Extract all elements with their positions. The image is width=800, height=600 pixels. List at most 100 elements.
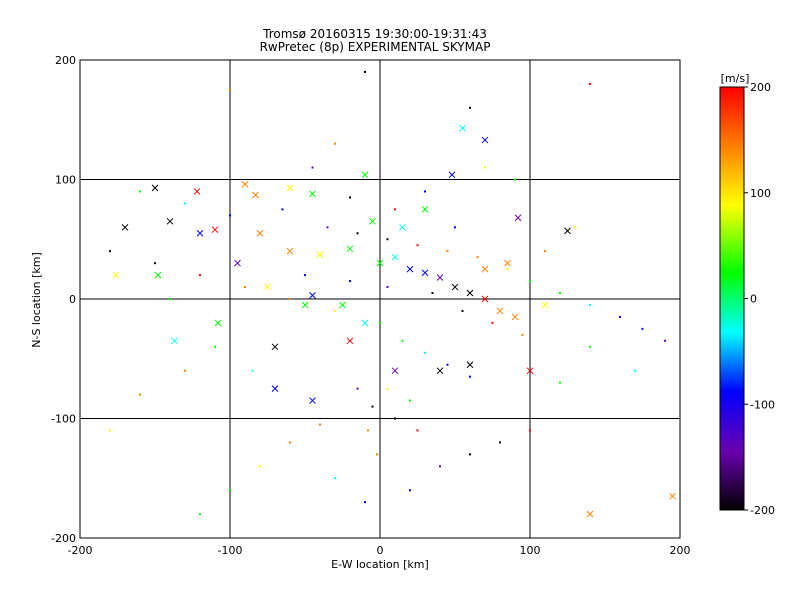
cross-marker [171, 337, 178, 345]
dot-marker [386, 286, 389, 289]
cross-marker [264, 283, 271, 291]
dot-marker [484, 166, 486, 169]
cross-marker [541, 301, 549, 309]
dot-marker [169, 298, 171, 300]
cross-marker [339, 301, 346, 309]
dot-marker [334, 309, 336, 312]
cross-marker [166, 217, 174, 225]
dot-marker [446, 250, 449, 253]
y-tick-label: 0 [69, 293, 76, 306]
cross-marker [421, 206, 429, 213]
dot-marker [469, 375, 471, 378]
dot-marker [589, 82, 591, 85]
cross-marker [346, 245, 354, 253]
cross-marker [511, 313, 519, 321]
colorbar-tick-label: -100 [750, 398, 775, 411]
dot-marker [416, 429, 419, 432]
cross-marker [466, 289, 474, 297]
dot-marker [199, 513, 201, 516]
dot-marker [514, 178, 516, 181]
cross-marker [154, 271, 162, 279]
cross-marker [391, 253, 399, 261]
dot-marker [506, 268, 509, 271]
cross-marker [286, 184, 294, 192]
y-axis-label: N-S location [km] [30, 252, 43, 348]
colorbar [719, 86, 745, 511]
cross-marker [211, 226, 219, 234]
dot-marker [199, 274, 201, 277]
y-tick-label: -100 [51, 413, 76, 426]
dot-marker [454, 226, 456, 229]
dot-marker [304, 274, 306, 277]
dot-marker [529, 429, 531, 432]
cross-marker [112, 271, 120, 279]
cross-marker [193, 188, 201, 195]
dot-marker [259, 465, 261, 468]
dot-marker [574, 226, 576, 229]
colorbar-tick-label: 100 [750, 187, 771, 200]
dot-marker [109, 250, 111, 253]
x-tick-label: 0 [377, 544, 384, 557]
colorbar-tick-label: -200 [750, 504, 775, 517]
cross-marker [451, 283, 459, 291]
cross-marker [214, 319, 222, 327]
cross-marker [526, 367, 534, 375]
y-tick-label: 200 [55, 54, 76, 67]
dot-marker [476, 256, 479, 259]
cross-marker [234, 259, 241, 267]
dot-marker [544, 250, 546, 253]
dot-marker [521, 333, 524, 336]
colorbar-tick-label: 0 [750, 293, 757, 306]
cross-marker [301, 301, 309, 309]
dot-marker [379, 321, 381, 324]
dot-marker [401, 339, 404, 342]
dot-marker [559, 292, 561, 295]
dot-marker [376, 453, 378, 456]
dot-marker [319, 423, 321, 426]
dot-marker [386, 238, 389, 241]
y-axis-ticks: -200 -100 0 100 200 [51, 54, 76, 545]
cross-marker [481, 136, 489, 144]
dot-marker [424, 351, 426, 354]
dot-marker [349, 196, 351, 199]
plot-grid [80, 60, 680, 538]
dot-marker [431, 292, 434, 295]
cross-marker [481, 295, 489, 303]
chart-title: Tromsø 20160315 19:30:00-19:31:43 [262, 27, 487, 41]
dot-marker [251, 369, 254, 372]
dot-marker [184, 369, 186, 372]
dot-marker [664, 339, 666, 342]
cross-marker [586, 510, 594, 518]
x-axis-label: E-W location [km] [331, 558, 429, 571]
cross-marker [669, 492, 676, 500]
dot-marker [634, 369, 636, 372]
dot-marker [326, 226, 329, 229]
y-tick-label: 100 [55, 174, 76, 187]
cross-marker [369, 217, 376, 225]
dot-marker [446, 363, 449, 366]
cross-marker [309, 190, 316, 198]
dot-marker [469, 453, 471, 456]
dot-marker [356, 387, 359, 390]
cross-marker [241, 180, 249, 188]
x-tick-label: -200 [68, 544, 93, 557]
dot-marker [641, 327, 644, 330]
dot-marker [154, 262, 156, 265]
x-tick-label: 200 [670, 544, 691, 557]
cross-marker [406, 265, 414, 273]
dot-marker [529, 280, 531, 283]
cross-marker [448, 171, 456, 179]
dot-marker [229, 489, 231, 492]
dot-marker [364, 501, 366, 504]
cross-marker [309, 292, 316, 299]
dot-marker [281, 208, 284, 211]
dot-marker [439, 465, 441, 468]
dot-marker [371, 405, 374, 408]
dot-marker [491, 321, 494, 324]
dot-marker [139, 190, 141, 193]
dot-marker [619, 315, 621, 318]
cross-marker [151, 184, 159, 192]
dot-marker [386, 387, 389, 390]
cross-marker [256, 229, 264, 237]
